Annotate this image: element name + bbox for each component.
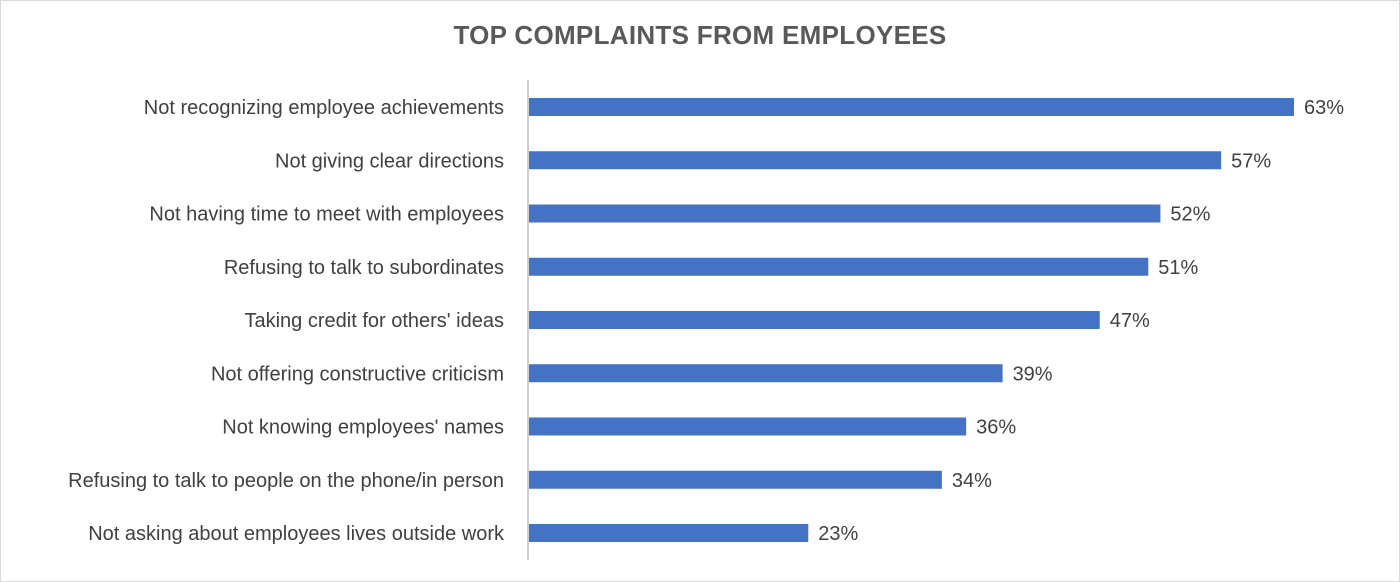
value-label: 63%	[1304, 97, 1344, 119]
bar	[529, 418, 966, 436]
value-label: 36%	[976, 417, 1016, 439]
bars-group	[529, 98, 1294, 542]
category-label: Not recognizing employee achievements	[144, 97, 504, 119]
value-label: 51%	[1158, 257, 1198, 279]
category-label: Not offering constructive criticism	[211, 363, 504, 385]
category-label: Not asking about employees lives outside…	[88, 523, 505, 545]
bar	[529, 258, 1148, 276]
category-label: Not having time to meet with employees	[149, 204, 504, 226]
bar	[529, 311, 1100, 329]
bar	[529, 205, 1160, 223]
value-label: 39%	[1013, 363, 1053, 385]
bar	[529, 524, 808, 542]
value-label: 47%	[1110, 310, 1150, 332]
category-label: Refusing to talk to subordinates	[224, 257, 504, 279]
bar	[529, 471, 942, 489]
bar	[529, 98, 1294, 116]
category-labels-group: Not recognizing employee achievements Not…	[68, 97, 505, 545]
category-label: Taking credit for others' ideas	[244, 310, 504, 332]
value-label: 52%	[1170, 204, 1210, 226]
value-label: 57%	[1231, 150, 1271, 172]
value-label: 34%	[952, 470, 992, 492]
value-label: 23%	[818, 523, 858, 545]
category-label: Not knowing employees' names	[222, 417, 504, 439]
category-label: Refusing to talk to people on the phone/…	[68, 470, 504, 492]
bar	[529, 364, 1003, 382]
category-label: Not giving clear directions	[275, 150, 504, 172]
bar	[529, 151, 1221, 169]
